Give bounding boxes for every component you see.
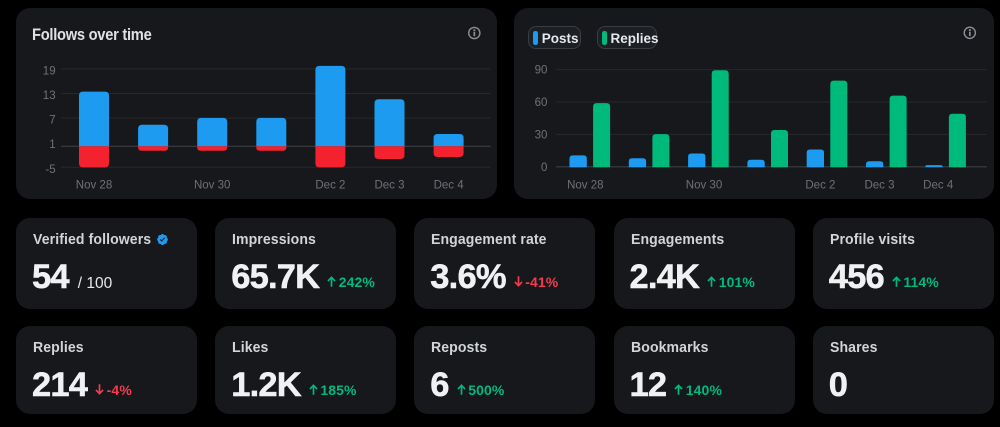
svg-text:Dec 2: Dec 2 [315,179,345,191]
svg-text:90: 90 [535,65,548,77]
svg-text:30: 30 [535,129,548,141]
svg-text:60: 60 [535,97,548,109]
svg-text:Nov 28: Nov 28 [76,179,112,191]
svg-text:1: 1 [49,139,55,151]
svg-text:Nov 30: Nov 30 [686,179,722,191]
svg-text:Nov 30: Nov 30 [194,179,230,191]
svg-text:Dec 4: Dec 4 [434,179,465,191]
svg-text:Dec 2: Dec 2 [805,179,835,191]
svg-text:0: 0 [541,162,547,174]
svg-text:-5: -5 [45,164,55,176]
svg-text:Dec 3: Dec 3 [374,179,404,191]
svg-text:Dec 3: Dec 3 [864,179,894,191]
svg-text:19: 19 [43,65,56,77]
svg-text:Nov 28: Nov 28 [567,179,603,191]
svg-text:13: 13 [43,90,56,102]
svg-text:Dec 4: Dec 4 [923,179,954,191]
svg-text:7: 7 [49,115,55,127]
